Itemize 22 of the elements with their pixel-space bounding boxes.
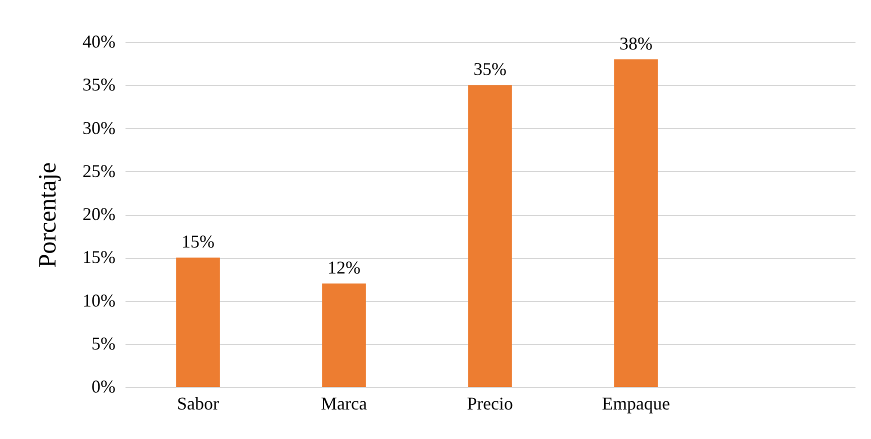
bar (176, 258, 220, 387)
x-tick-label: Marca (321, 394, 367, 414)
x-tick-label: Sabor (177, 394, 219, 414)
y-tick-label: 5% (92, 333, 116, 354)
x-tick-label: Empaque (602, 394, 670, 414)
y-axis-title: Porcentaje (34, 162, 62, 268)
data-label: 15% (182, 232, 214, 252)
y-tick-label: 0% (92, 376, 116, 396)
y-tick-label: 20% (82, 204, 116, 224)
y-tick-label: 15% (82, 247, 116, 268)
y-tick-label: 10% (82, 290, 116, 310)
bar (468, 85, 512, 387)
y-tick-label: 25% (82, 160, 116, 181)
data-label: 38% (620, 33, 652, 54)
y-tick-label: 30% (82, 118, 116, 138)
y-tick-label: 35% (82, 74, 116, 95)
x-tick-label: Precio (467, 394, 513, 414)
bar (322, 284, 366, 387)
data-label: 12% (328, 258, 360, 278)
data-label: 35% (474, 59, 506, 80)
bar (614, 59, 658, 387)
y-tick-label: 40% (82, 32, 116, 52)
